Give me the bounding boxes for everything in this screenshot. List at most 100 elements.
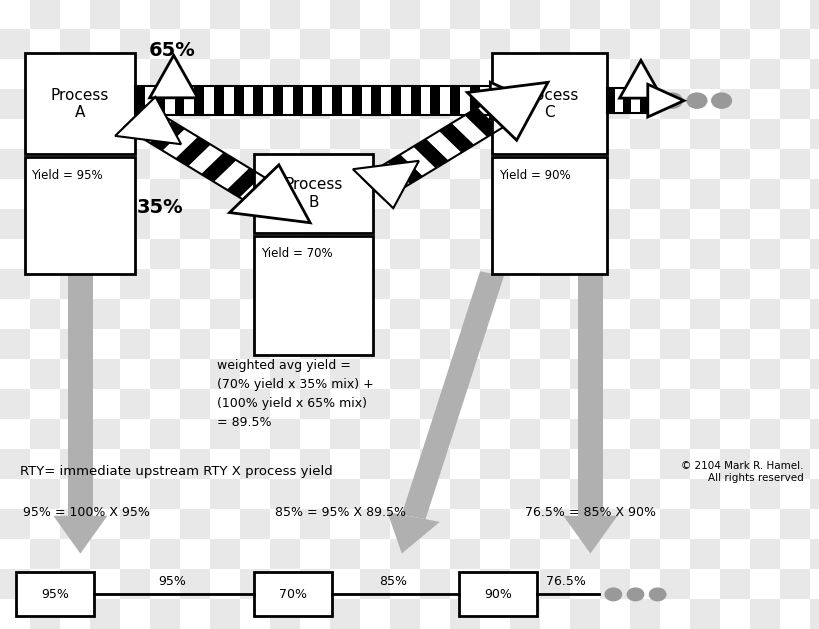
Bar [180, 299, 210, 329]
Bar [155, 86, 165, 114]
Bar [479, 359, 509, 389]
Bar [332, 86, 342, 114]
Bar [450, 329, 479, 359]
Bar [479, 569, 509, 599]
Bar [809, 599, 819, 629]
Bar [390, 599, 419, 629]
Bar [329, 269, 360, 299]
Bar [779, 149, 809, 179]
Bar [25, 157, 135, 274]
Polygon shape [374, 162, 410, 192]
Bar [809, 569, 819, 599]
Bar [150, 479, 180, 509]
Bar [180, 479, 210, 509]
Bar [120, 149, 150, 179]
Bar [809, 269, 819, 299]
Bar [300, 479, 329, 509]
Bar [419, 299, 450, 329]
Bar [540, 329, 569, 359]
Bar [749, 0, 779, 29]
Bar [150, 149, 180, 179]
Polygon shape [150, 121, 185, 151]
Bar [60, 59, 90, 89]
Circle shape [686, 93, 706, 108]
Polygon shape [214, 160, 249, 190]
Bar [749, 89, 779, 119]
Bar [329, 59, 360, 89]
Bar [639, 88, 647, 113]
Bar [90, 479, 120, 509]
Bar [749, 479, 779, 509]
Bar [719, 419, 749, 449]
Bar [749, 179, 779, 209]
Bar [459, 86, 469, 114]
Bar [30, 359, 60, 389]
Bar [659, 269, 689, 299]
Bar [509, 509, 540, 539]
Bar [419, 539, 450, 569]
Bar [269, 539, 300, 569]
Bar [300, 59, 329, 89]
Polygon shape [400, 147, 435, 176]
Bar [479, 89, 509, 119]
Bar [240, 59, 269, 89]
Bar [300, 239, 329, 269]
Bar [450, 299, 479, 329]
Bar [300, 509, 329, 539]
Bar [509, 299, 540, 329]
Bar [300, 449, 329, 479]
Bar [390, 419, 419, 449]
Bar [90, 59, 120, 89]
Bar [329, 479, 360, 509]
Bar [779, 209, 809, 239]
Bar [329, 539, 360, 569]
Bar [90, 569, 120, 599]
Bar [450, 89, 479, 119]
Bar [569, 539, 600, 569]
Bar [809, 209, 819, 239]
Bar [269, 29, 300, 59]
Bar [269, 299, 300, 329]
Bar [749, 509, 779, 539]
Bar [689, 269, 719, 299]
Polygon shape [490, 82, 531, 119]
Bar [90, 299, 120, 329]
Polygon shape [464, 108, 500, 137]
Bar [419, 359, 450, 389]
Bar [371, 86, 381, 114]
Bar [60, 269, 90, 299]
Bar [30, 329, 60, 359]
Bar [540, 419, 569, 449]
Bar [269, 389, 300, 419]
Bar [269, 239, 300, 269]
Bar [120, 299, 150, 329]
Bar [600, 449, 629, 479]
Bar [779, 419, 809, 449]
Text: 76.5%: 76.5% [545, 576, 585, 588]
Bar [749, 389, 779, 419]
Bar [809, 449, 819, 479]
Bar [779, 569, 809, 599]
Bar [419, 119, 450, 149]
Bar [509, 389, 540, 419]
Bar [629, 329, 659, 359]
Polygon shape [467, 82, 547, 140]
Bar [749, 449, 779, 479]
Bar [659, 119, 689, 149]
Bar [479, 419, 509, 449]
Bar [240, 329, 269, 359]
Bar [540, 479, 569, 509]
Bar [360, 239, 390, 269]
Bar [479, 209, 509, 239]
Bar [689, 479, 719, 509]
Bar [360, 359, 390, 389]
Bar [90, 89, 120, 119]
Bar [210, 269, 240, 299]
Bar [540, 239, 569, 269]
Bar [749, 599, 779, 629]
Bar [629, 149, 659, 179]
Bar [689, 359, 719, 389]
Bar [689, 419, 719, 449]
Polygon shape [239, 176, 265, 199]
Bar [60, 149, 90, 179]
